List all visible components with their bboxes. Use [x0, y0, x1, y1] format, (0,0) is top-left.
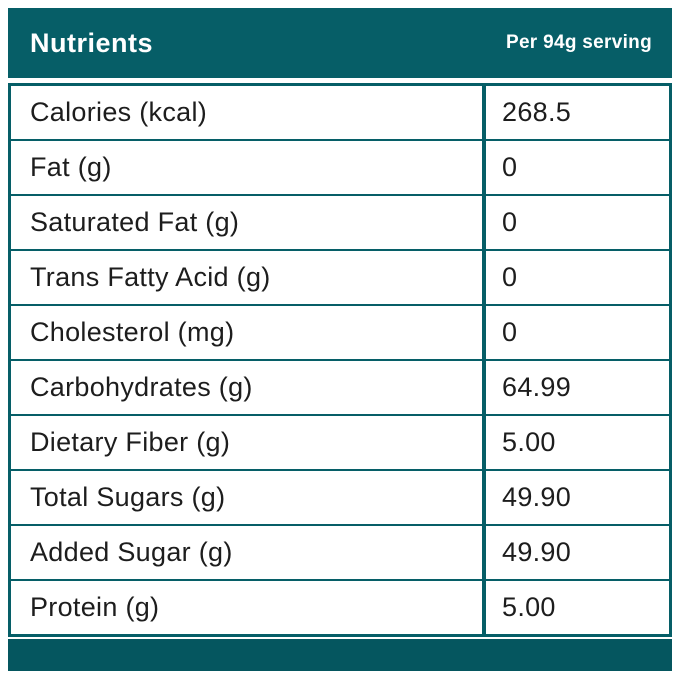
nutrient-label: Added Sugar (g) — [30, 537, 233, 567]
nutrient-label: Total Sugars (g) — [30, 482, 226, 512]
table-row: Protein (g) 5.00 — [11, 579, 669, 634]
nutrient-value: 5.00 — [482, 416, 669, 469]
nutrient-value: 5.00 — [482, 581, 669, 634]
nutrient-label: Dietary Fiber (g) — [30, 427, 231, 457]
nutrient-value: 49.90 — [482, 526, 669, 579]
nutrients-table: Calories (kcal) 268.5 Fat (g) 0 Saturate… — [8, 83, 672, 637]
table-row: Dietary Fiber (g) 5.00 — [11, 414, 669, 469]
header-serving-size: Per 94g serving — [505, 32, 652, 53]
nutrient-value: 49.90 — [482, 471, 669, 524]
nutrient-value: 0 — [482, 251, 669, 304]
nutrient-label: Carbohydrates (g) — [30, 372, 253, 402]
nutrient-label: Fat (g) — [30, 152, 112, 182]
nutrient-value: 0 — [482, 196, 669, 249]
nutrient-label: Trans Fatty Acid (g) — [30, 262, 271, 292]
table-row: Total Sugars (g) 49.90 — [11, 469, 669, 524]
nutrient-label: Cholesterol (mg) — [30, 317, 235, 347]
footer-bar — [8, 639, 672, 671]
nutrient-label: Calories (kcal) — [30, 97, 208, 127]
table-row: Trans Fatty Acid (g) 0 — [11, 249, 669, 304]
table-header-bar: Nutrients Per 94g serving — [8, 8, 672, 78]
nutrient-label: Saturated Fat (g) — [30, 207, 240, 237]
table-row: Carbohydrates (g) 64.99 — [11, 359, 669, 414]
header-title: Nutrients — [30, 27, 154, 58]
nutrient-value: 64.99 — [482, 361, 669, 414]
nutrient-value: 268.5 — [482, 86, 669, 139]
table-row: Cholesterol (mg) 0 — [11, 304, 669, 359]
table-row: Saturated Fat (g) 0 — [11, 194, 669, 249]
table-row: Calories (kcal) 268.5 — [11, 86, 669, 139]
nutrient-value: 0 — [482, 306, 669, 359]
label-frame: Nutrients Per 94g serving Calories (kcal… — [8, 8, 672, 671]
table-row: Added Sugar (g) 49.90 — [11, 524, 669, 579]
nutrient-value: 0 — [482, 141, 669, 194]
nutrient-label: Protein (g) — [30, 592, 160, 622]
table-row: Fat (g) 0 — [11, 139, 669, 194]
